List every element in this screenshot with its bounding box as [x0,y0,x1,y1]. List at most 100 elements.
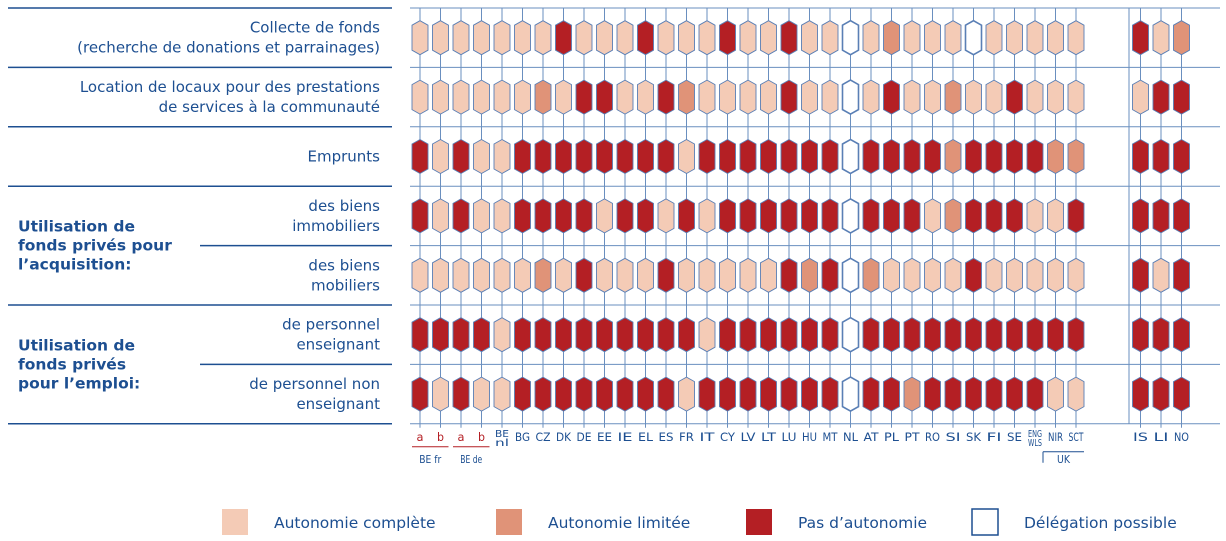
column-label: b [478,430,485,444]
row-label: des biens [308,256,380,274]
status-cell-f [1047,257,1064,293]
status-cell-f [903,79,921,115]
status-cell-n [575,198,593,234]
status-cell-f [903,257,921,293]
status-cell-f [698,79,716,115]
column-label: ES [659,430,674,444]
status-cell-n [965,198,982,234]
status-cell-f [1047,376,1064,412]
column-label: SI [946,430,961,444]
status-cell-n [637,138,654,175]
status-cell-f [514,79,531,115]
row-label: de personnel [282,316,380,334]
status-cell-f [801,79,818,115]
status-cell-f [1047,198,1064,234]
status-cell-f [596,20,613,56]
column-label: LV [741,430,756,444]
status-cell-f [985,20,1003,56]
status-cell-n [903,138,921,175]
status-cell-f [862,79,880,115]
status-cell-n [555,138,572,175]
status-cell-n [473,317,490,353]
column-label: a [458,430,465,444]
column-label: SE [1007,430,1022,444]
legend-label: Pas d’autonomie [798,514,927,532]
status-cell-f [432,257,449,293]
status-cell-d [841,19,860,56]
status-cell-n [555,198,572,234]
status-cell-n [883,376,900,412]
status-cell-n [575,138,593,175]
legend-label: Délégation possible [1024,514,1177,532]
subgroup-label: BE de [460,454,482,466]
status-cell-f [739,79,757,115]
status-cell-n [862,138,880,175]
status-cell-n [1152,376,1170,412]
status-cell-f [801,20,818,56]
status-cell-n [1132,20,1149,56]
status-cell-n [1067,198,1085,234]
status-cell-f [903,20,921,56]
column-label: b [437,430,444,444]
status-cell-n [801,198,818,234]
legend-label: Autonomie limitée [548,514,690,532]
status-cell-f [473,79,490,115]
status-cell-n [637,376,654,412]
status-cell-n [862,317,880,353]
column-label: EL [638,430,654,444]
status-cell-n [1006,138,1023,175]
status-cell-f [432,79,449,115]
status-cell-f [452,257,470,293]
status-cell-n [596,376,613,412]
status-cell-f [432,376,449,412]
column-label: CZ [536,430,551,444]
row-label: Location de locaux pour des prestations [80,78,380,96]
status-cell-n [883,317,900,353]
column-label: LU [782,430,797,444]
status-cell-n [616,198,634,234]
status-cell-n [555,317,572,353]
status-cell-f [493,317,511,353]
status-cell-f [1132,79,1149,115]
status-cell-n [1006,198,1023,234]
status-cell-n [719,20,736,56]
status-cell-f [719,257,736,293]
subgroup-label: UK [1057,454,1071,466]
status-cell-n [780,376,798,412]
status-cell-f [821,79,839,115]
status-cell-n [719,376,736,412]
status-cell-f [760,20,777,56]
status-cell-n [1006,376,1023,412]
status-cell-n [678,198,695,234]
subgroup-label: BE fr [419,454,442,466]
status-cell-n [1132,257,1149,293]
row-label: Collecte de fonds [250,19,380,37]
status-cell-n [760,138,777,175]
column-label: AT [864,430,880,444]
status-cell-f [965,79,982,115]
status-cell-f [616,20,634,56]
status-cell-f [985,257,1003,293]
group-label: pour l’emploi: [18,374,140,392]
status-cell-f [739,20,757,56]
status-cell-f [739,257,757,293]
status-cell-n [801,376,818,412]
status-cell-l [903,376,921,412]
status-cell-n [903,198,921,234]
status-cell-l [534,79,552,115]
column-label: NO [1174,430,1189,444]
status-cell-n [780,257,798,293]
status-cell-f [1026,257,1044,293]
status-cell-l [883,20,900,56]
status-cell-n [534,138,552,175]
status-cell-n [985,317,1003,353]
status-cell-n [1026,376,1044,412]
status-cell-n [1173,138,1190,175]
row-label: de services à la communauté [159,98,380,116]
status-cell-n [780,317,798,353]
status-cell-n [760,317,777,353]
status-cell-n [965,257,982,293]
status-cell-f [1047,79,1064,115]
status-cell-n [452,376,470,412]
status-cell-n [739,198,757,234]
